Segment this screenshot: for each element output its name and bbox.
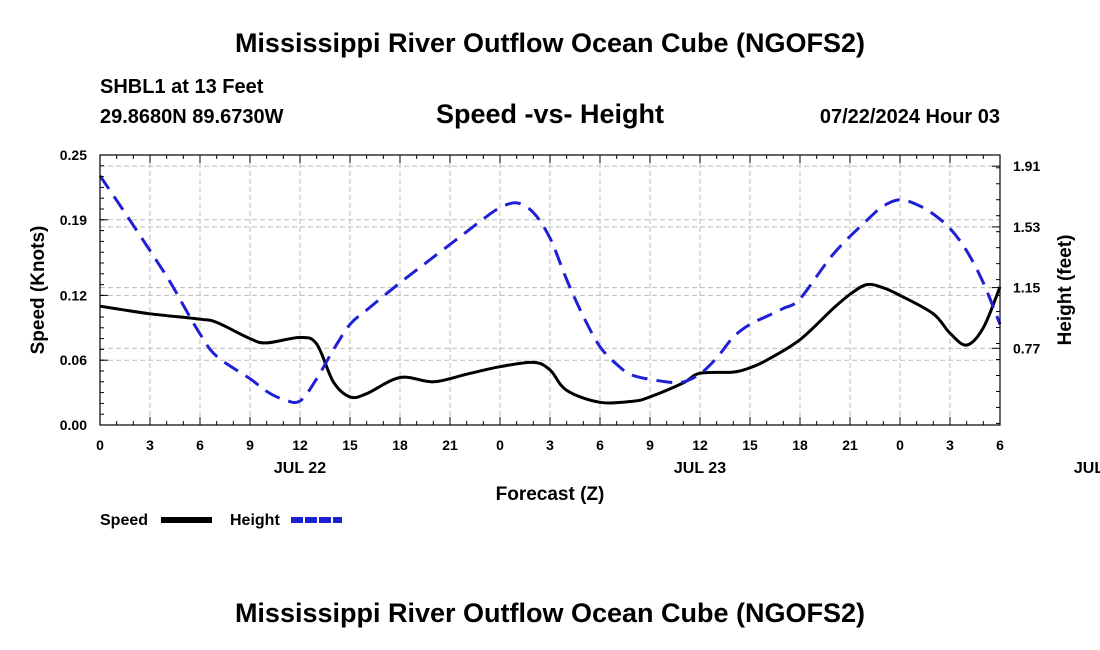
y-axis-label: Speed (Knots)	[28, 226, 49, 355]
y2-axis-label: Height (feet)	[1055, 235, 1076, 346]
y-tick-label: 0.00	[60, 417, 87, 433]
x-tick-label: 3	[946, 437, 954, 453]
x-tick-label: 12	[292, 437, 308, 453]
station-coordinates: 29.8680N 89.6730W	[100, 106, 284, 128]
x-tick-label: 12	[692, 437, 708, 453]
station-label: SHBL1 at 13 Feet	[100, 76, 264, 98]
x-tick-label: 15	[342, 437, 358, 453]
y2-tick-label: 1.53	[1013, 219, 1040, 235]
legend-label-height: Height	[230, 512, 280, 529]
y-tick-label: 0.06	[60, 352, 87, 368]
x-tick-label: 3	[146, 437, 154, 453]
x-tick-label: 15	[742, 437, 758, 453]
x-tick-label: 18	[392, 437, 408, 453]
x-tick-label: 21	[842, 437, 858, 453]
date-label: JUL 22	[274, 460, 326, 477]
x-tick-label: 9	[246, 437, 254, 453]
legend-label-speed: Speed	[100, 512, 148, 529]
y2-tick-label: 1.15	[1013, 280, 1040, 296]
date-label: JUL 23	[674, 460, 726, 477]
chart-subtitle: Speed -vs- Height	[435, 99, 665, 129]
x-axis-label: Forecast (Z)	[496, 484, 605, 505]
x-tick-label: 6	[596, 437, 604, 453]
footer-title: Mississippi River Outflow Ocean Cube (NG…	[234, 598, 866, 628]
x-tick-label: 0	[496, 437, 504, 453]
y2-tick-label: 0.77	[1013, 340, 1040, 356]
x-tick-label: 21	[442, 437, 458, 453]
y-tick-label: 0.19	[60, 212, 87, 228]
x-tick-label: 18	[792, 437, 808, 453]
x-tick-label: 3	[546, 437, 554, 453]
series-line-speed	[99, 282, 1002, 405]
y2-tick-label: 1.91	[1013, 158, 1040, 174]
x-tick-label: 9	[646, 437, 654, 453]
y-tick-label: 0.25	[60, 147, 87, 163]
x-tick-label: 0	[896, 437, 904, 453]
x-tick-label: 0	[96, 437, 104, 453]
y-tick-label: 0.12	[60, 287, 87, 303]
date-label: JUL 24	[1074, 460, 1100, 477]
x-tick-label: 6	[196, 437, 204, 453]
x-tick-label: 6	[996, 437, 1004, 453]
page-title: Mississippi River Outflow Ocean Cube (NG…	[234, 28, 866, 58]
forecast-datetime: 07/22/2024 Hour 03	[819, 106, 1000, 128]
series-line-height	[98, 174, 1002, 404]
